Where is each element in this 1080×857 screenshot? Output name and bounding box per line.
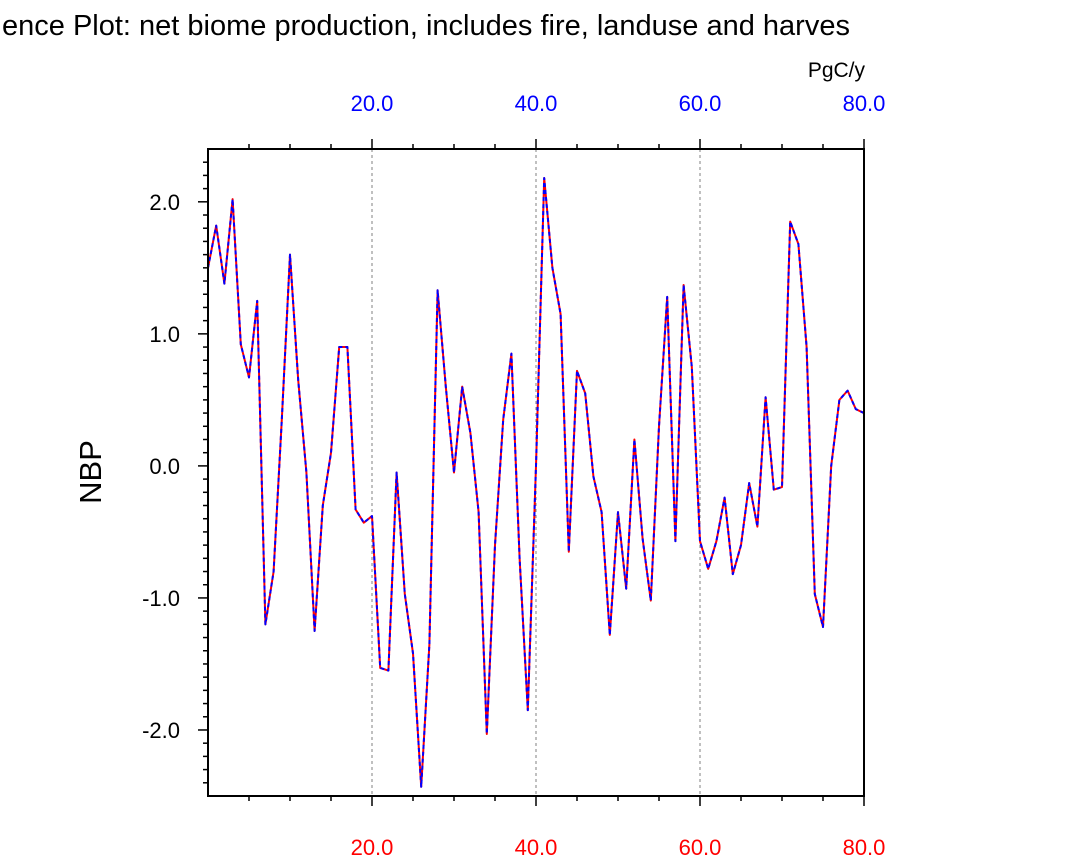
plot-frame [207,148,865,797]
y-tick-label: 1.0 [149,322,180,347]
chart-title: ence Plot: net biome production, include… [2,10,850,42]
x-tick-label-bottom: 20.0 [351,835,394,857]
x-tick-label-top: 20.0 [351,91,394,116]
y-axis-label: NBP [73,440,108,504]
x-tick-label-top: 80.0 [843,91,886,116]
x-tick-label-bottom: 40.0 [515,835,558,857]
y-tick-label: -1.0 [142,586,180,611]
x-tick-label-bottom: 60.0 [679,835,722,857]
series [207,177,865,788]
y-tick-label: 2.0 [149,190,180,215]
y-tick-label: 0.0 [149,454,180,479]
tick-labels: 20.0 20.0 40.0 40.0 60.0 60.0 80.0 80.0 -2.0 -1.0… [142,91,885,857]
units-label: PgC/y [808,59,866,82]
y-tick-label: -2.0 [142,718,180,743]
x-tick-label-top: 60.0 [679,91,722,116]
x-tick-label-bottom: 80.0 [843,835,886,857]
series-line-dashed [207,177,865,788]
x-tick-label-top: 40.0 [515,91,558,116]
axis-ticks [198,139,865,806]
